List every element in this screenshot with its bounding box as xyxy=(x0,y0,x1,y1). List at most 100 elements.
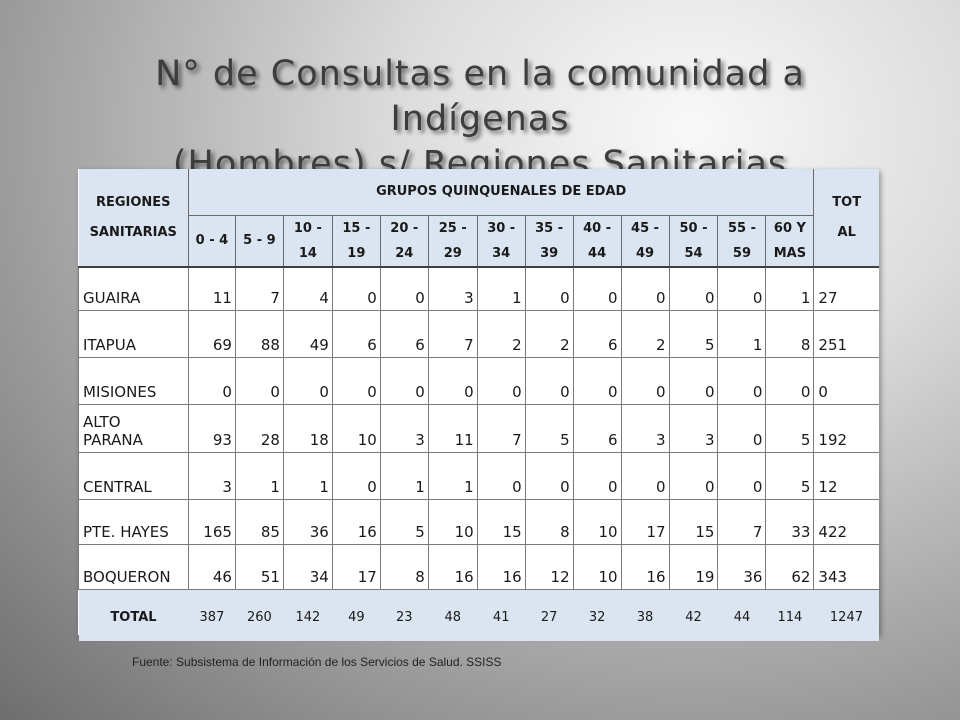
age-group-header: 0 - 4 xyxy=(188,215,236,268)
total-value-cell: 44 xyxy=(717,589,766,641)
value-cell: 0 xyxy=(283,357,333,405)
value-cell: 3 xyxy=(380,404,429,453)
table-row: CENTRAL 3 1 1 0 1 1 0 0 0 0 0 0 5 12 xyxy=(78,452,879,500)
value-cell: 11 xyxy=(428,404,478,453)
consultations-table-container: REGIONES SANITARIAS GRUPOS QUINQUENALES DE… xyxy=(78,169,879,641)
value-cell: 2 xyxy=(477,310,526,358)
value-cell: 7 xyxy=(717,499,767,545)
region-cell: BOQUERON xyxy=(78,544,189,590)
value-cell: 1 xyxy=(428,452,478,500)
region-cell: ALTO PARANA xyxy=(78,404,189,453)
value-cell: 3 xyxy=(621,404,670,453)
value-cell: 88 xyxy=(235,310,284,358)
value-cell: 0 xyxy=(332,267,381,311)
value-cell: 0 xyxy=(669,267,719,311)
value-cell: 0 xyxy=(525,452,574,500)
value-cell: 1 xyxy=(477,267,526,311)
total-value-cell: 48 xyxy=(428,589,478,641)
value-cell: 1 xyxy=(380,452,429,500)
value-cell: 6 xyxy=(332,310,381,358)
value-cell: 0 xyxy=(669,357,719,405)
age-group-header: 45 -49 xyxy=(620,215,670,268)
value-cell: 1 xyxy=(765,267,815,311)
age-group-header: 10 -14 xyxy=(282,215,333,268)
value-cell: 8 xyxy=(380,544,429,590)
row-total-cell: 192 xyxy=(813,404,879,453)
age-group-header: 20 -24 xyxy=(379,215,429,268)
row-total-cell: 0 xyxy=(813,357,879,405)
total-value-cell: 142 xyxy=(283,589,333,641)
value-cell: 0 xyxy=(235,357,284,405)
table-row: MISIONES 0 0 0 0 0 0 0 0 0 0 0 0 0 0 xyxy=(78,357,879,405)
value-cell: 1 xyxy=(717,310,767,358)
value-cell: 6 xyxy=(573,404,622,453)
total-value-cell: 260 xyxy=(235,589,284,641)
total-value-cell: 49 xyxy=(332,589,381,641)
value-cell: 5 xyxy=(669,310,719,358)
value-cell: 19 xyxy=(669,544,719,590)
value-cell: 49 xyxy=(283,310,333,358)
value-cell: 51 xyxy=(235,544,284,590)
value-cell: 69 xyxy=(188,310,236,358)
consultations-table: REGIONES SANITARIAS GRUPOS QUINQUENALES DE… xyxy=(78,169,879,641)
age-group-header: 60 Y MAS xyxy=(765,215,814,268)
value-cell: 18 xyxy=(283,404,333,453)
total-value-cell: 27 xyxy=(525,589,574,641)
age-group-header: 25 -29 xyxy=(427,215,478,268)
value-cell: 36 xyxy=(717,544,767,590)
value-cell: 15 xyxy=(669,499,719,545)
total-label: TOTAL xyxy=(78,589,189,641)
value-cell: 17 xyxy=(621,499,670,545)
table-row: BOQUERON 46 51 34 17 8 16 16 12 10 16 19 36 62 343 xyxy=(78,544,879,590)
value-cell: 0 xyxy=(188,357,236,405)
row-total-cell: 12 xyxy=(813,452,879,500)
value-cell: 6 xyxy=(380,310,429,358)
value-cell: 8 xyxy=(765,310,815,358)
value-cell: 0 xyxy=(717,404,767,453)
total-header: TOT AL xyxy=(813,169,879,268)
total-row: TOTAL 387 260 142 49 23 48 41 27 32 38 42 44 114 1247 xyxy=(78,589,879,641)
value-cell: 5 xyxy=(765,452,815,500)
total-value-cell: 42 xyxy=(669,589,718,641)
value-cell: 0 xyxy=(477,357,526,405)
value-cell: 0 xyxy=(573,267,622,311)
row-total-cell: 251 xyxy=(813,310,879,358)
value-cell: 5 xyxy=(380,499,429,545)
value-cell: 5 xyxy=(765,404,815,453)
value-cell: 0 xyxy=(332,452,381,500)
value-cell: 10 xyxy=(428,499,478,545)
value-cell: 3 xyxy=(428,267,478,311)
value-cell: 7 xyxy=(477,404,526,453)
value-cell: 2 xyxy=(525,310,574,358)
header-row-1: REGIONES SANITARIAS GRUPOS QUINQUENALES DE… xyxy=(78,169,879,268)
age-group-header: 5 - 9 xyxy=(234,215,284,268)
value-cell: 7 xyxy=(235,267,284,311)
age-group-header: 15 -19 xyxy=(331,215,381,268)
value-cell: 17 xyxy=(332,544,381,590)
value-cell: 0 xyxy=(621,357,670,405)
total-value-cell: 32 xyxy=(573,589,622,641)
value-cell: 10 xyxy=(573,544,622,590)
region-cell: PTE. HAYES xyxy=(78,499,189,545)
value-cell: 28 xyxy=(235,404,284,453)
value-cell: 0 xyxy=(621,267,670,311)
value-cell: 0 xyxy=(477,452,526,500)
value-cell: 34 xyxy=(283,544,333,590)
value-cell: 0 xyxy=(765,357,815,405)
value-cell: 0 xyxy=(573,357,622,405)
value-cell: 16 xyxy=(428,544,478,590)
value-cell: 15 xyxy=(477,499,526,545)
age-group-header: 30 -34 xyxy=(476,215,526,268)
age-group-header: 40 -44 xyxy=(572,215,622,268)
value-cell: 11 xyxy=(188,267,236,311)
total-value-cell: 387 xyxy=(188,589,236,641)
age-group-header: 55 -59 xyxy=(717,215,766,268)
title-line-1: N° de Consultas en la comunidad a Indíge… xyxy=(155,54,805,139)
age-group-header: 50 -54 xyxy=(668,215,718,268)
value-cell: 0 xyxy=(717,452,767,500)
total-value-cell: 41 xyxy=(477,589,526,641)
value-cell: 1 xyxy=(283,452,333,500)
age-groups-header: GRUPOS QUINQUENALES DE EDAD xyxy=(188,169,814,216)
value-cell: 8 xyxy=(525,499,574,545)
